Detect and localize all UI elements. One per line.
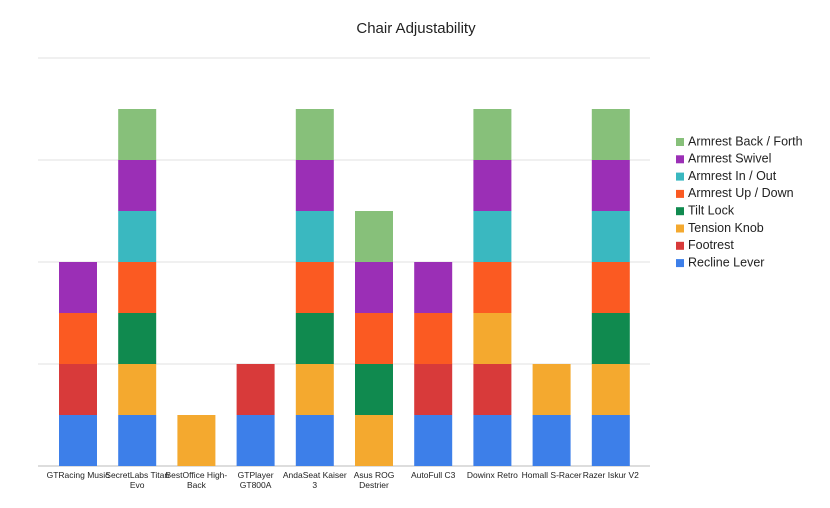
bar-segment (118, 313, 157, 364)
legend-label: Armrest Swivel (688, 152, 771, 166)
bar-segment (118, 262, 157, 313)
legend-label: Armrest Back / Forth (688, 134, 803, 148)
chart-title: Chair Adjustability (356, 20, 476, 37)
bar-segment (118, 109, 157, 160)
legend-label: Tilt Lock (688, 203, 735, 217)
x-tick-label: SecretLabs Titan Evo (105, 470, 170, 490)
bar-segment (414, 262, 453, 313)
bar-segment (59, 364, 97, 415)
bar-segment (177, 415, 216, 466)
bar-segment (414, 415, 453, 466)
bar-segment (591, 262, 630, 313)
legend-swatch (676, 138, 684, 146)
bar-segment (591, 109, 630, 160)
x-tick-label: GTRacing Music (46, 470, 110, 480)
bar-segment (355, 262, 393, 313)
legend-label: Armrest In / Out (688, 169, 777, 183)
legend-swatch (676, 241, 684, 250)
bar-segment (591, 211, 630, 262)
bar-segment (473, 160, 512, 211)
bar-segment (295, 160, 334, 211)
bar-segment (355, 364, 393, 415)
legend-label: Recline Lever (688, 255, 764, 269)
bar-segment (118, 211, 157, 262)
x-tick-label: AutoFull C3 (410, 470, 456, 480)
bar-segment (295, 364, 334, 415)
bar-segment (532, 415, 571, 466)
bar-segment (295, 313, 334, 364)
bar-segment (473, 109, 512, 160)
bar-segment (355, 211, 393, 262)
bar-segment (295, 415, 334, 466)
bar-segment (414, 364, 453, 415)
legend-swatch (676, 207, 684, 216)
x-tick-label: Asus ROG Destrier (353, 470, 395, 490)
legend-label: Footrest (688, 238, 734, 252)
bar-segment (295, 109, 334, 160)
legend-swatch (676, 155, 684, 164)
bar-segment (295, 211, 334, 262)
legend-label: Armrest Up / Down (688, 186, 794, 200)
x-tick-label: Homall S-Racer (521, 470, 582, 480)
bar-segment (591, 415, 630, 466)
bar-segment (473, 262, 512, 313)
bar-segment (473, 364, 512, 415)
bar-segment (59, 415, 97, 466)
bar-segment (355, 415, 393, 466)
legend-swatch (676, 259, 684, 268)
bar-segment (473, 415, 512, 466)
bar-segment (59, 313, 97, 364)
legend-label: Tension Knob (688, 221, 764, 235)
bar-segment (236, 415, 275, 466)
x-tick-label: GTPlayer GT800A (237, 470, 274, 490)
x-tick-label: Razer Iskur V2 (582, 470, 639, 480)
bar-segment (532, 364, 571, 415)
bar-segment (59, 262, 97, 313)
legend-swatch (676, 224, 684, 233)
bar-segment (591, 313, 630, 364)
legend-swatch (676, 189, 684, 198)
bar-segment (295, 262, 334, 313)
bar-segment (473, 211, 512, 262)
bar-segment (473, 313, 512, 364)
bar-segment (118, 160, 157, 211)
bar-segment (355, 313, 393, 364)
x-tick-label: AndaSeat Kaiser 3 (282, 470, 347, 490)
legend-swatch (676, 172, 684, 181)
bar-segment (118, 415, 157, 466)
bar-segment (236, 364, 275, 415)
x-tick-label: Dowinx Retro (466, 470, 518, 480)
bar-segment (591, 364, 630, 415)
x-tick-label: BestOffice High-Back (165, 470, 228, 490)
bar-segment (414, 313, 453, 364)
bar-segment (118, 364, 157, 415)
bar-segment (591, 160, 630, 211)
